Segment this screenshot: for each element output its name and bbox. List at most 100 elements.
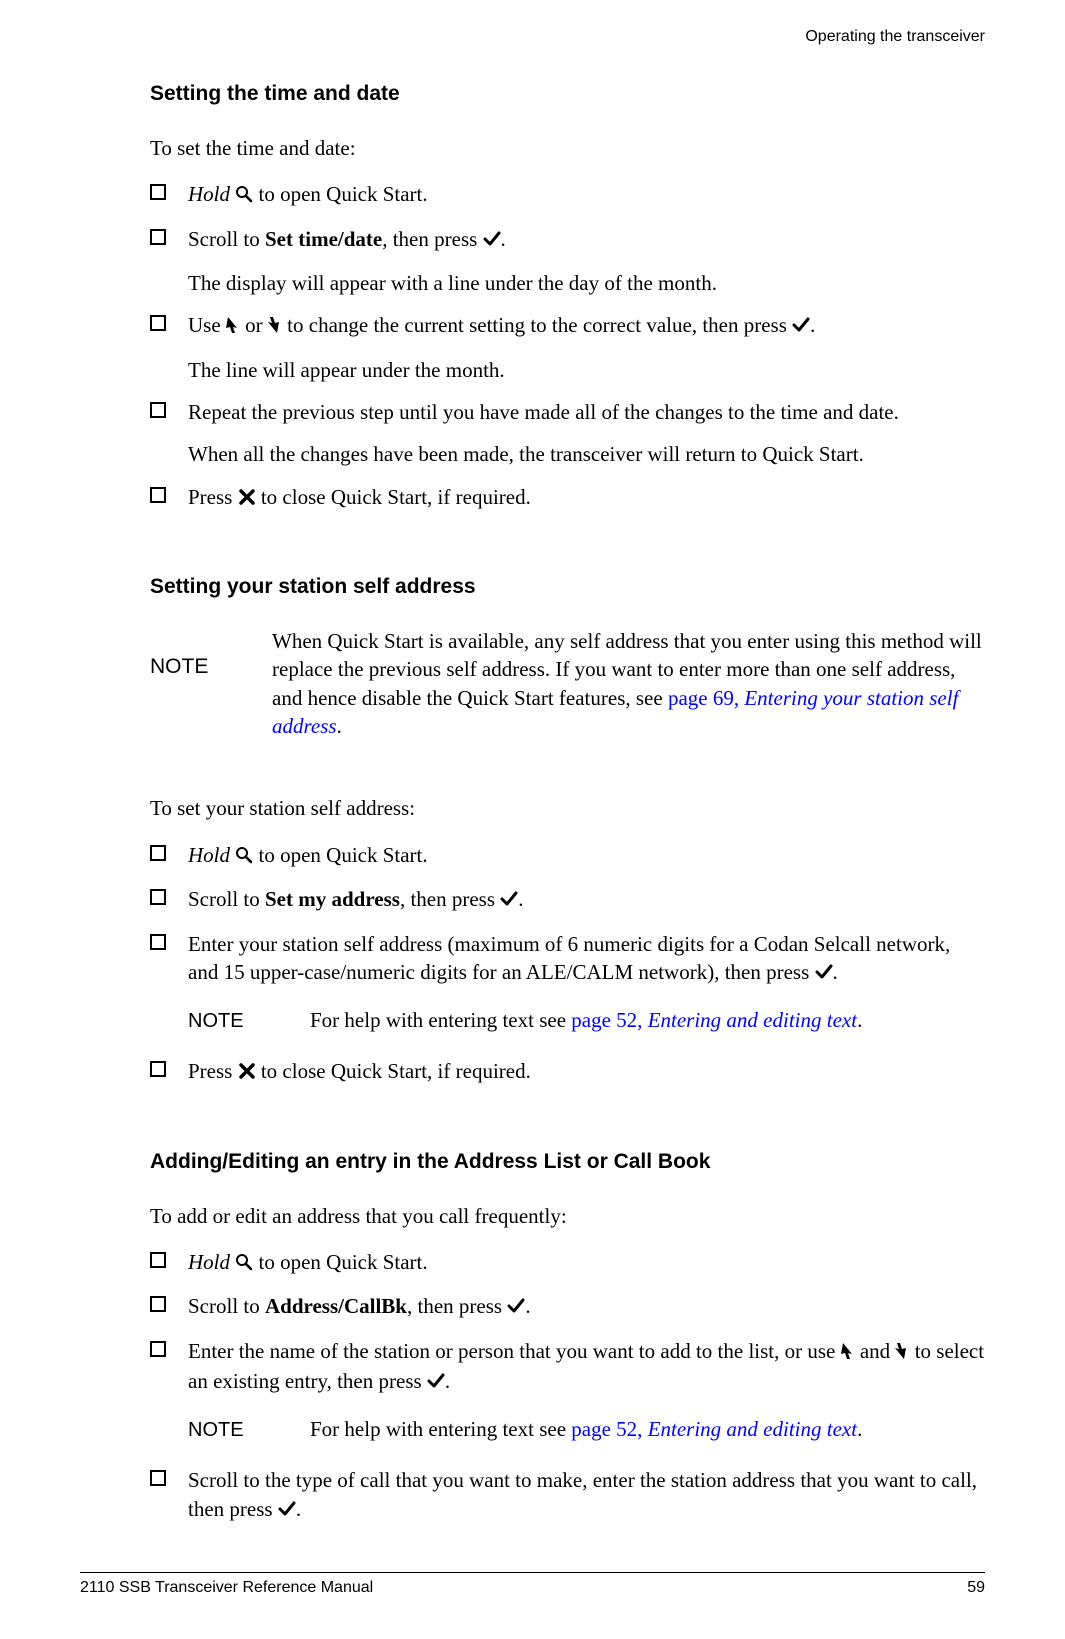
step: Enter your station self address (maximum… [150,930,985,1036]
section3-intro: To add or edit an address that you call … [150,1202,985,1230]
step: Scroll to Set time/date, then press . Th… [150,225,985,298]
text: Press [188,485,238,509]
note-label: NOTE [150,627,272,679]
step: Hold to open Quick Start. [150,180,985,210]
check-icon [815,960,833,988]
check-icon [483,227,501,255]
note-label: NOTE [188,1417,310,1444]
check-icon [792,313,810,341]
text: , then press [382,227,482,251]
magnifier-icon [235,182,253,210]
note-block: NOTE When Quick Start is available, any … [150,627,985,740]
step: Repeat the previous step until you have … [150,398,985,469]
text: Press [188,1059,238,1083]
link-page: page 52, [571,1008,647,1032]
link-title: Entering and editing text [648,1008,857,1032]
text: . [810,313,815,337]
text: . [857,1417,862,1441]
inline-note: NOTE For help with entering text see pag… [188,1415,985,1444]
footer-left: 2110 SSB Transceiver Reference Manual [80,1579,373,1597]
text: Scroll to [188,887,265,911]
section2-steps: Hold to open Quick Start. Scroll to Set … [150,841,985,1088]
inline-note: NOTE For help with entering text see pag… [188,1006,985,1035]
menu-item: Set time/date [265,227,382,251]
note-body: For help with entering text see page 52,… [310,1006,862,1034]
step: Scroll to the type of call that you want… [150,1466,985,1525]
section3-title: Adding/Editing an entry in the Address L… [150,1150,985,1174]
text: Scroll to [188,227,265,251]
footer: 2110 SSB Transceiver Reference Manual 59 [80,1572,985,1597]
text: . [296,1497,301,1521]
scroll-down-icon [226,313,240,341]
text: . [445,1369,450,1393]
text: . [518,887,523,911]
text: For help with entering text see [310,1008,571,1032]
section1-title: Setting the time and date [150,82,985,106]
text: Hold [188,843,230,867]
text: , then press [400,887,500,911]
close-icon [238,485,256,513]
cross-ref-link[interactable]: page 52, Entering and editing text [571,1417,857,1441]
text: and [855,1339,896,1363]
content-area: Setting the time and date To set the tim… [150,82,985,1525]
scroll-up-icon [268,313,282,341]
text: to close Quick Start, if required. [256,1059,531,1083]
check-icon [427,1369,445,1397]
section1-steps: Hold to open Quick Start. Scroll to Set … [150,180,985,513]
note-body: For help with entering text see page 52,… [310,1415,862,1443]
text: . [337,714,342,738]
step: Enter the name of the station or person … [150,1337,985,1445]
section1-intro: To set the time and date: [150,134,985,162]
text: . [857,1008,862,1032]
text: Scroll to the type of call that you want… [188,1468,977,1520]
step: Hold to open Quick Start. [150,841,985,871]
step: Press to close Quick Start, if required. [150,483,985,513]
text: to change the current setting to the cor… [282,313,792,337]
step: Hold to open Quick Start. [150,1248,985,1278]
magnifier-icon [235,1250,253,1278]
text: , then press [407,1294,507,1318]
note-body: When Quick Start is available, any self … [272,627,985,740]
link-title: Entering and editing text [648,1417,857,1441]
link-page: page 69, [668,686,744,710]
text: Use [188,313,226,337]
section3-steps: Hold to open Quick Start. Scroll to Addr… [150,1248,985,1525]
text: Repeat the previous step until you have … [188,400,899,424]
section2-title: Setting your station self address [150,575,985,599]
step: Scroll to Set my address, then press . [150,885,985,915]
step: Press to close Quick Start, if required. [150,1057,985,1087]
cross-ref-link[interactable]: page 52, Entering and editing text [571,1008,857,1032]
check-icon [507,1294,525,1322]
running-header: Operating the transceiver [80,28,985,46]
step: Scroll to Address/CallBk, then press . [150,1292,985,1322]
close-icon [238,1059,256,1087]
text: to open Quick Start. [253,843,427,867]
sub-text: When all the changes have been made, the… [188,440,985,468]
check-icon [278,1497,296,1525]
text: to open Quick Start. [253,1250,427,1274]
link-page: page 52, [571,1417,647,1441]
text: Hold [188,182,230,206]
text: . [501,227,506,251]
sub-text: The line will appear under the month. [188,356,985,384]
note-label: NOTE [188,1008,310,1035]
text: . [525,1294,530,1318]
check-icon [500,887,518,915]
step: Use or to change the current setting to … [150,311,985,384]
scroll-down-icon [841,1339,855,1367]
menu-item: Address/CallBk [265,1294,407,1318]
text: For help with entering text see [310,1417,571,1441]
text: Scroll to [188,1294,265,1318]
text: to open Quick Start. [253,182,427,206]
scroll-up-icon [895,1339,909,1367]
text: to close Quick Start, if required. [256,485,531,509]
menu-item: Set my address [265,887,400,911]
page: Operating the transceiver Setting the ti… [0,0,1065,1639]
text: Enter the name of the station or person … [188,1339,841,1363]
text: or [240,313,268,337]
footer-page-number: 59 [967,1579,985,1597]
section2-intro: To set your station self address: [150,794,985,822]
text: Hold [188,1250,230,1274]
sub-text: The display will appear with a line unde… [188,269,985,297]
magnifier-icon [235,843,253,871]
